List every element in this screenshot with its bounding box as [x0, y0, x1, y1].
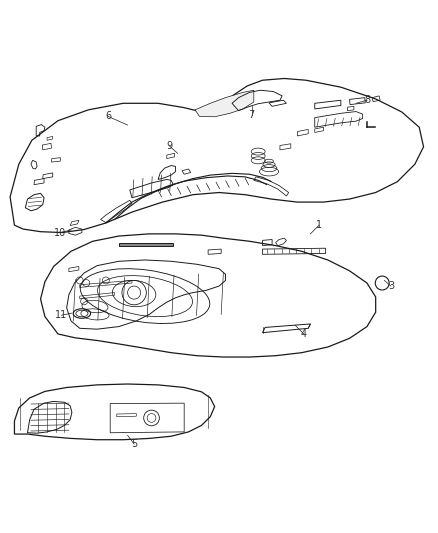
Text: 6: 6: [105, 111, 111, 122]
Text: 11: 11: [55, 310, 67, 320]
Text: 7: 7: [248, 110, 255, 120]
Text: 9: 9: [166, 141, 172, 150]
Text: 5: 5: [131, 439, 137, 449]
Text: 3: 3: [388, 281, 394, 291]
Text: 8: 8: [364, 95, 370, 105]
Text: 1: 1: [316, 220, 322, 230]
Text: 10: 10: [54, 228, 66, 238]
Text: 4: 4: [301, 329, 307, 339]
Polygon shape: [195, 90, 254, 117]
Polygon shape: [119, 243, 173, 246]
